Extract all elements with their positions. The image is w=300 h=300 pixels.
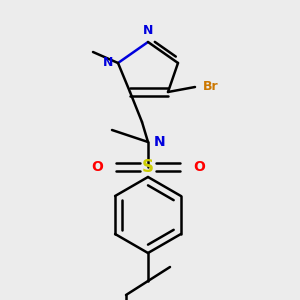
Text: Br: Br <box>203 80 219 94</box>
Text: N: N <box>143 24 153 37</box>
Text: N: N <box>103 56 113 70</box>
Text: O: O <box>91 160 103 174</box>
Text: O: O <box>193 160 205 174</box>
Text: N: N <box>154 135 166 149</box>
Text: S: S <box>142 158 154 176</box>
